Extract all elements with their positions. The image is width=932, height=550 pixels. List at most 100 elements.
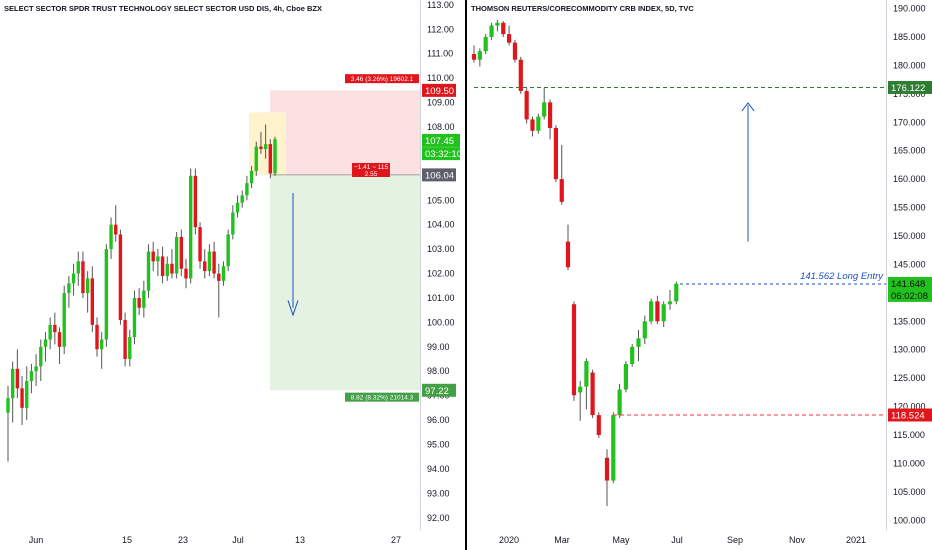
candle-body-up [623, 363, 628, 390]
candle-body-down [565, 241, 571, 268]
candle-body-down [655, 301, 660, 322]
candle-body-down [268, 144, 273, 174]
stop-price-badge-bg [422, 83, 456, 97]
candle-body-up [109, 224, 113, 250]
candle-body-down [90, 278, 95, 325]
candle-body-down [512, 42, 518, 60]
r-x-tick-label: Jul [671, 535, 683, 545]
target-price-badge: 97.22 [425, 386, 449, 397]
candle-body-down [20, 388, 24, 408]
support-price-badge: 118.524 [891, 410, 925, 421]
target-price-badge-bg [422, 383, 456, 397]
candle-body-down [518, 59, 523, 91]
candle-body-up [617, 389, 622, 416]
candle-body-down [123, 319, 127, 360]
l-y-tick-label: 96.00 [427, 415, 450, 425]
stop-info-label-bg [345, 74, 419, 84]
last-price-badge: 107.45 [425, 136, 454, 147]
r-y-tick-label: 145.000 [893, 259, 926, 269]
resistance-price-badge: 176.122 [891, 83, 925, 94]
target-zone [270, 174, 420, 391]
candle-body-up [578, 386, 583, 393]
r-y-tick-label: 120.000 [893, 402, 926, 412]
candle-body-up [240, 195, 244, 203]
left-chart-panel[interactable]: SELECT SECTOR SPDR TRUST TECHNOLOGY SELE… [0, 0, 466, 550]
candle-body-up [642, 321, 647, 339]
countdown-badge-bg [422, 147, 460, 161]
right-countdown-badge-bg [888, 288, 932, 302]
l-y-tick-label: 112.00 [427, 24, 454, 34]
r-y-tick-label: 155.000 [893, 203, 926, 213]
r-x-tick-label: 2021 [846, 535, 866, 545]
l-y-tick-label: 99.00 [427, 342, 450, 352]
r-y-tick-label: 135.000 [893, 316, 926, 326]
r-y-tick-label: 110.000 [893, 458, 925, 468]
ratio-info-line-1: −1.41 ~ 115 [354, 164, 389, 171]
ratio-info-label-bg [352, 162, 390, 177]
candle-body-up [235, 202, 240, 213]
l-y-tick-label: 110.00 [427, 73, 454, 83]
candle-body-up [221, 266, 226, 281]
l-x-tick-label: Jul [232, 535, 244, 545]
candle-body-down [553, 127, 558, 180]
candle-body-up [542, 102, 547, 117]
l-y-tick-label: 104.00 [427, 220, 455, 230]
candle-body-up [226, 234, 230, 267]
candle-body-down [571, 304, 577, 396]
candle-body-up [156, 256, 160, 262]
candle-body-up [245, 183, 249, 196]
right-chart-title: THOMSON REUTERS/CORECOMMODITY CRB INDEX,… [471, 4, 694, 13]
candle-body-down [81, 261, 85, 294]
l-y-tick-label: 105.00 [427, 195, 455, 205]
stop-info-label: 3.46 (3.26%) 19602.1 [351, 76, 414, 83]
candle-body-down [151, 251, 155, 262]
candle-body-down [596, 415, 601, 436]
candle-body-down [57, 332, 62, 347]
candle-body-up [495, 22, 500, 26]
candle-body-up [85, 278, 90, 294]
candle-body-up [67, 283, 71, 294]
r-y-tick-label: 130.000 [893, 345, 926, 355]
panel-divider[interactable] [465, 0, 467, 550]
r-y-tick-label: 160.000 [893, 174, 926, 184]
candle-body-up [29, 371, 34, 382]
candle-body-up [48, 324, 52, 340]
entry-price-badge: 106.04 [425, 170, 454, 181]
right-last-price-badge-bg [888, 276, 932, 290]
candle-body-down [137, 297, 141, 308]
entry-highlight-zone [249, 112, 286, 175]
l-y-tick-label: 101.00 [427, 293, 455, 303]
candle-body-up [667, 301, 673, 305]
candle-body-up [231, 212, 235, 235]
candle-body-up [188, 175, 193, 279]
l-y-tick-label: 103.00 [427, 244, 455, 254]
candle-body-down [259, 146, 263, 149]
l-y-tick-label: 102.00 [427, 269, 455, 279]
r-x-tick-label: 2020 [499, 535, 519, 545]
l-x-tick-label: 23 [178, 535, 188, 545]
r-y-tick-label: 140.000 [893, 288, 926, 298]
l-x-tick-label: 13 [295, 535, 305, 545]
candle-body-up [477, 51, 482, 60]
candle-body-up [636, 338, 641, 347]
candle-body-up [39, 346, 43, 367]
candle-body-up [6, 398, 10, 413]
candle-body-up [76, 261, 80, 274]
candle-body-down [212, 251, 216, 274]
r-y-tick-label: 185.000 [893, 32, 926, 42]
candle-body-down [15, 368, 20, 389]
long-entry-label: 141.562 Long Entry [800, 271, 884, 282]
ratio-info-line-2: 2.55 [365, 171, 378, 178]
candle-body-up [128, 337, 132, 360]
l-y-tick-label: 111.00 [427, 49, 453, 59]
r-y-tick-label: 115.000 [893, 430, 925, 440]
candle-body-down [217, 273, 221, 281]
l-y-tick-label: 113.00 [427, 0, 454, 10]
candle-body-up [674, 283, 679, 302]
down-arrow-head-icon [287, 300, 299, 317]
candle-body-down [559, 179, 564, 202]
candle-body-down [590, 372, 595, 416]
candle-body-up [62, 293, 66, 347]
candle-body-up [611, 415, 616, 481]
